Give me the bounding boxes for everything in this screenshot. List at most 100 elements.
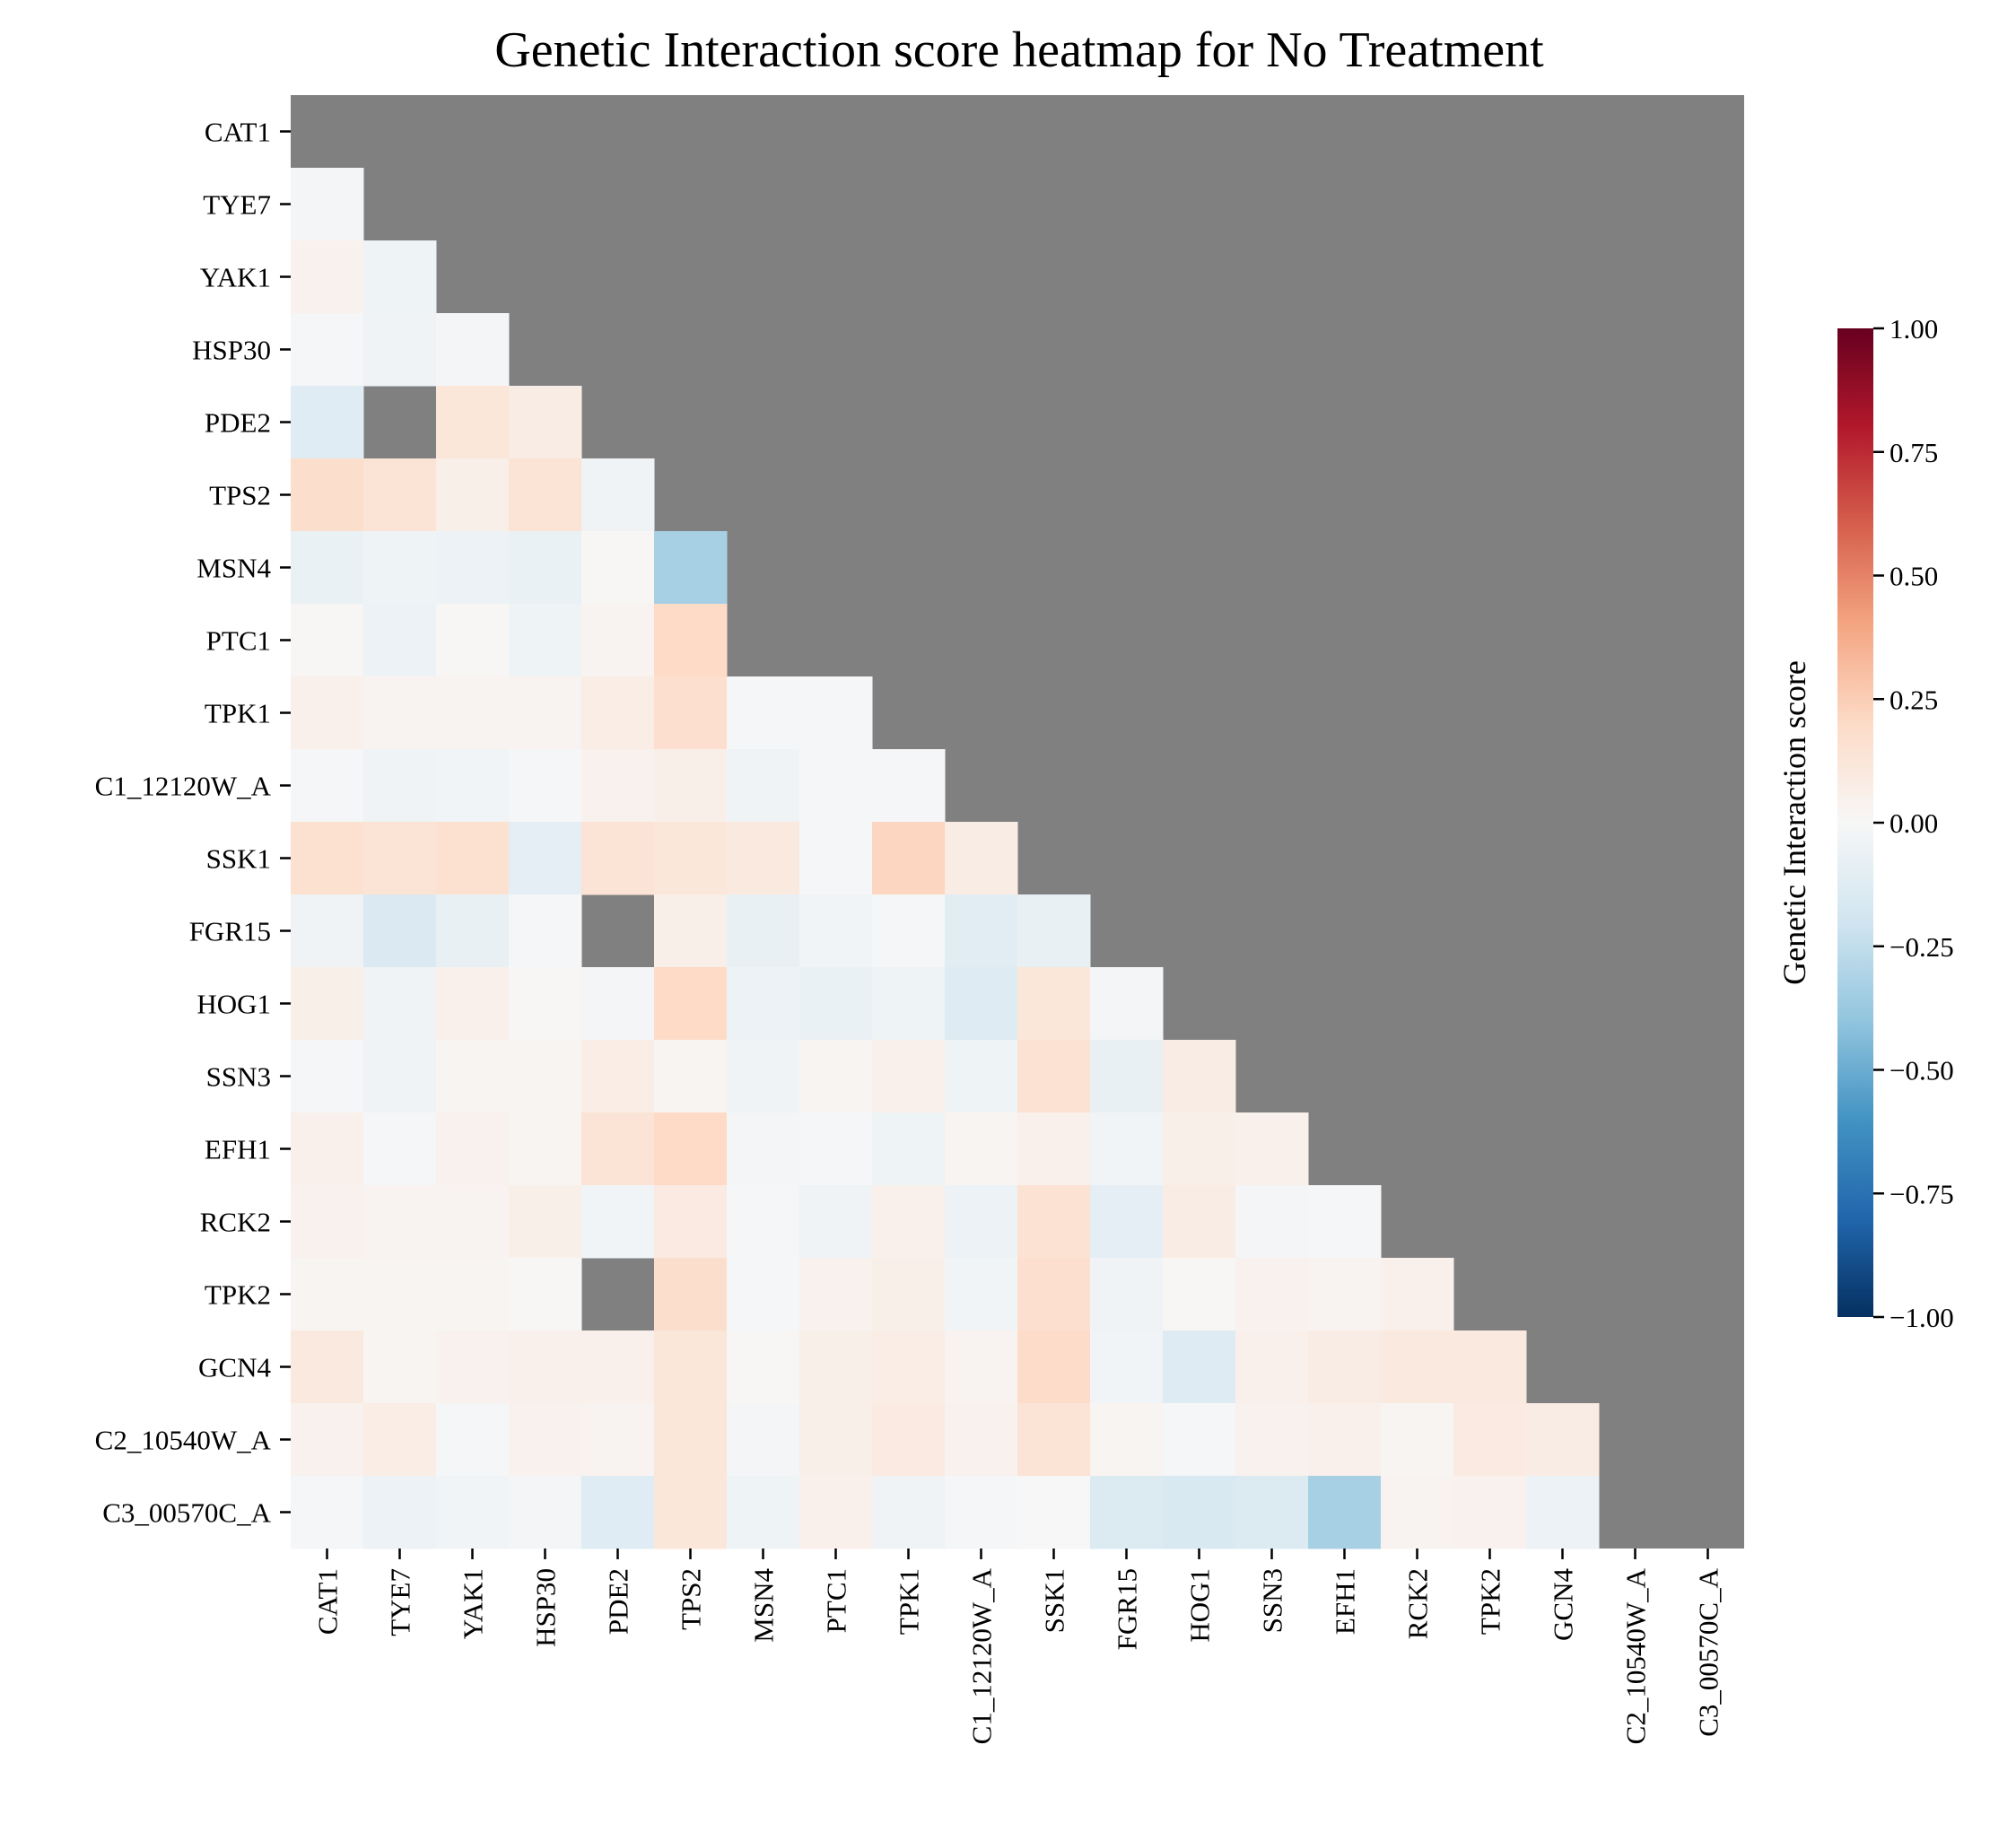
heatmap-cell [727, 894, 800, 968]
heatmap-cell [799, 822, 873, 895]
heatmap-cell [945, 822, 1018, 895]
heatmap-cell [1453, 1330, 1527, 1404]
heatmap-cell [581, 1330, 655, 1404]
heatmap-cell [799, 1185, 873, 1259]
x-tick-label: PTC1 [821, 1568, 852, 1633]
heatmap-cell [581, 604, 655, 677]
heatmap-cell [581, 458, 655, 532]
heatmap-cell [945, 1040, 1018, 1113]
x-tick-label: EFH1 [1330, 1568, 1361, 1635]
heatmap-cell [291, 168, 364, 241]
heatmap-cell [363, 1476, 437, 1549]
heatmap-cell [727, 822, 800, 895]
colorbar-tick-label: 1.00 [1889, 313, 1938, 345]
heatmap-cell [1308, 1403, 1382, 1477]
colorbar-tick-label: 0.75 [1889, 437, 1938, 468]
heatmap-cell [945, 1112, 1018, 1186]
heatmap-cell [1381, 1476, 1454, 1549]
heatmap-cell [363, 458, 437, 532]
heatmap-cell [436, 1112, 510, 1186]
heatmap-cell [872, 749, 946, 823]
heatmap-cell [1090, 1040, 1164, 1113]
heatmap-cell [1017, 1403, 1091, 1477]
x-tick-label: SSN3 [1257, 1568, 1288, 1633]
y-axis: CAT1 TYE7 YAK1 HSP30 PDE2 TPS2 MSN4 PTC1 TPK1 C1_… [95, 117, 291, 1529]
heatmap-cell [363, 967, 437, 1041]
heatmap-cell [1163, 1112, 1236, 1186]
heatmap-cell [872, 1476, 946, 1549]
heatmap-cell [291, 1112, 364, 1186]
heatmap-cell [291, 1476, 364, 1549]
y-tick-label: GCN4 [198, 1352, 271, 1383]
heatmap-cell [654, 1330, 728, 1404]
y-tick-label: YAK1 [200, 262, 271, 293]
colorbar-tick-label: −0.75 [1889, 1178, 1954, 1209]
heatmap-cell [436, 313, 510, 387]
heatmap-cell [1017, 894, 1091, 968]
heatmap-cell [436, 1403, 510, 1477]
x-tick-label: RCK2 [1402, 1568, 1434, 1639]
x-tick-label: FGR15 [1112, 1568, 1143, 1650]
heatmap-cell [799, 894, 873, 968]
heatmap-cell [436, 386, 510, 459]
heatmap-cell [1308, 1476, 1382, 1549]
heatmap-cell [799, 1330, 873, 1404]
heatmap-cell [1235, 1185, 1309, 1259]
x-tick-label: SSK1 [1039, 1568, 1070, 1633]
heatmap-cell [799, 1040, 873, 1113]
heatmap-cell [291, 531, 364, 605]
heatmap-cell [1090, 967, 1164, 1041]
heatmap-cell [1526, 1476, 1600, 1549]
colorbar-ticks: 1.00 0.75 0.50 0.25 0.00 −0.25 −0.50 −0.75 −1.00 [1873, 313, 1954, 1333]
heatmap-cell [363, 531, 437, 605]
heatmap-cell [363, 676, 437, 750]
heatmap-cell [727, 676, 800, 750]
heatmap-cell [291, 386, 364, 459]
heatmap-cell [436, 1258, 510, 1331]
heatmap-cell [1163, 1330, 1236, 1404]
heatmap-cell [509, 1040, 582, 1113]
y-tick-label: SSK1 [206, 843, 271, 875]
heatmap-cell [509, 967, 582, 1041]
heatmap-cell [509, 1258, 582, 1331]
heatmap-cell [509, 1403, 582, 1477]
heatmap-cell [727, 967, 800, 1041]
heatmap-cell [1453, 1403, 1527, 1477]
heatmap-cell [363, 1403, 437, 1477]
y-tick-label: HOG1 [196, 989, 271, 1020]
heatmap-cell [1017, 1476, 1091, 1549]
colorbar-tick-label: −1.00 [1889, 1302, 1954, 1333]
heatmap-cell [727, 1040, 800, 1113]
y-tick-label: RCK2 [200, 1207, 271, 1238]
heatmap-cell [799, 1112, 873, 1186]
heatmap-cell [872, 1258, 946, 1331]
heatmap-cell [363, 1258, 437, 1331]
y-tick-label: TPK2 [205, 1279, 271, 1311]
y-tick-label: PDE2 [205, 407, 271, 439]
heatmap-cell [436, 1476, 510, 1549]
y-tick-label: TPK1 [205, 698, 271, 729]
heatmap-cell [727, 1258, 800, 1331]
heatmap-cell [363, 1112, 437, 1186]
heatmap-cell [436, 749, 510, 823]
y-tick-label: CAT1 [205, 117, 271, 148]
heatmap-cell [436, 458, 510, 532]
heatmap-cell [581, 531, 655, 605]
y-tick-label: SSN3 [206, 1061, 271, 1093]
heatmap-cell [799, 1403, 873, 1477]
heatmap-cell [581, 1112, 655, 1186]
heatmap-cell [1163, 1185, 1236, 1259]
heatmap-cell [727, 1476, 800, 1549]
heatmap-cell [291, 894, 364, 968]
heatmap-cell [1308, 1185, 1382, 1259]
heatmap-cell [436, 531, 510, 605]
heatmap-cell [727, 1330, 800, 1404]
x-tick-label: PDE2 [603, 1568, 634, 1635]
x-tick-label: TPS2 [676, 1568, 707, 1630]
heatmap-cell [799, 967, 873, 1041]
colorbar-gradient [1837, 328, 1873, 1317]
heatmap-cell [654, 1112, 728, 1186]
heatmap-cell [363, 1040, 437, 1113]
heatmap-cell [1017, 1040, 1091, 1113]
